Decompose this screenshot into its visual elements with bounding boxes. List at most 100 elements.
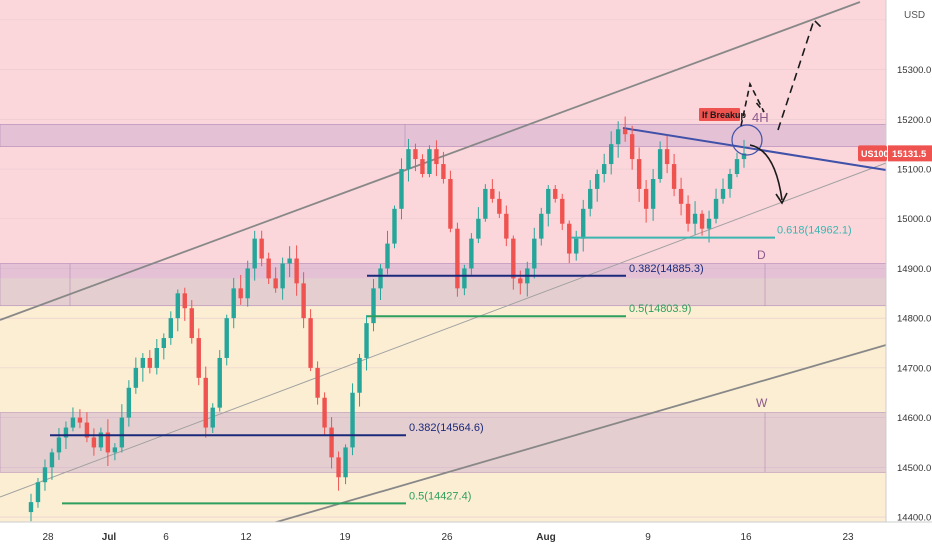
price-axis[interactable]: USD 15300.0 15200.0 15100.0 15000.0 14900.0 14… — [858, 0, 932, 550]
candle-body — [483, 188, 488, 219]
time-axis[interactable]: 28 Jul 6 12 19 26 Aug 9 16 23 — [0, 521, 932, 550]
candle-body — [476, 218, 481, 239]
candle-body — [63, 427, 69, 438]
candle-body — [168, 318, 173, 339]
candle-body — [217, 357, 222, 408]
candle-body — [706, 218, 712, 229]
price-tick-label: 15000.0 — [897, 214, 931, 225]
candle-body — [699, 213, 705, 229]
candle-body — [553, 188, 558, 199]
annotations: If Breakup 4H D W — [699, 18, 825, 410]
candle-body — [678, 188, 684, 204]
candle-body — [448, 178, 453, 229]
candle-body — [462, 268, 467, 289]
candle-body — [329, 427, 334, 458]
channel-lower-line — [179, 344, 887, 550]
candle-body — [601, 164, 607, 174]
time-tick-label: 9 — [645, 532, 651, 543]
descending-trendline — [622, 127, 887, 171]
candle-body — [588, 188, 593, 209]
candle-body — [294, 258, 299, 284]
candle-body — [581, 208, 586, 239]
candle-body — [664, 149, 670, 165]
candle-body — [608, 144, 614, 165]
price-tick-label: 14500.0 — [897, 463, 931, 474]
candle-body — [28, 502, 34, 513]
candle-body — [629, 134, 635, 160]
candle-body — [497, 198, 502, 214]
price-tick-label: 15300.0 — [897, 65, 931, 76]
candle-body — [350, 392, 355, 448]
if-breakup-text: If Breakup — [702, 110, 747, 120]
candle-body — [238, 288, 243, 299]
candle-body — [35, 482, 41, 503]
last-price-tag: 15131.5 — [892, 149, 927, 160]
price-axis-bg — [886, 0, 932, 550]
candle-body — [399, 169, 404, 209]
candle-body — [77, 417, 83, 423]
candle-body — [413, 149, 418, 160]
time-tick-label: 23 — [842, 532, 854, 543]
fib-label: 0.5(14427.4) — [409, 490, 471, 502]
candlestick-series — [28, 116, 747, 522]
zone-box — [0, 263, 887, 307]
candle-body — [643, 188, 649, 209]
candle-body — [301, 283, 306, 319]
candle-body — [252, 238, 257, 269]
price-tick-label: 15100.0 — [897, 165, 931, 176]
time-tick-label: Aug — [536, 532, 555, 543]
candle-body — [42, 467, 48, 483]
candle-body — [469, 238, 474, 269]
candle-body — [385, 243, 390, 269]
candle-body — [406, 149, 411, 170]
fib-label: 0.5(14803.9) — [629, 303, 691, 315]
fib-label: 0.382(14885.3) — [629, 263, 704, 275]
candle-body — [322, 397, 327, 428]
candle-body — [357, 357, 362, 393]
price-tick-label: 14800.0 — [897, 314, 931, 325]
candle-body — [70, 417, 76, 428]
candle-body — [427, 149, 432, 174]
candle-body — [511, 238, 516, 279]
dashed-projection-1 — [740, 81, 765, 127]
symbol-tag: US100 — [861, 149, 889, 159]
candle-body — [532, 238, 537, 269]
fib-label: 0.618(14962.1) — [777, 225, 852, 237]
time-tick-label: Jul — [102, 532, 117, 543]
candle-body — [105, 432, 111, 453]
time-tick-label: 28 — [42, 532, 54, 543]
candle-body — [692, 213, 698, 224]
time-tick-label: 16 — [740, 532, 752, 543]
band-lower — [0, 278, 886, 522]
candle-body — [490, 188, 495, 199]
candle-body — [343, 447, 348, 478]
breakout-circle — [731, 124, 763, 156]
time-tick-label: 19 — [339, 532, 351, 543]
candle-body — [504, 213, 509, 239]
candle-body — [392, 208, 397, 244]
time-tick-label: 26 — [441, 532, 453, 543]
pullback-arrowhead — [775, 192, 788, 205]
candle-body — [734, 159, 740, 174]
candle-body — [622, 129, 628, 135]
candle-body — [133, 367, 139, 388]
candle-body — [720, 188, 726, 199]
candle-body — [420, 159, 425, 174]
candle-body — [91, 437, 97, 448]
timeframe-4h-label: 4H — [752, 110, 769, 125]
candle-body — [203, 377, 208, 428]
candle-body — [685, 203, 691, 224]
pullback-arrow — [749, 144, 783, 201]
last-price-tag-bg — [888, 145, 932, 162]
candle-body — [315, 367, 320, 398]
price-tick-label: 15200.0 — [897, 115, 931, 126]
candle-body — [574, 238, 579, 254]
label-d: D — [757, 248, 766, 262]
candle-body — [727, 174, 733, 189]
candle-body — [196, 338, 201, 378]
candle-body — [182, 293, 187, 309]
price-tick-label: 14700.0 — [897, 363, 931, 374]
candle-body — [713, 198, 719, 219]
zone-box — [0, 123, 887, 147]
